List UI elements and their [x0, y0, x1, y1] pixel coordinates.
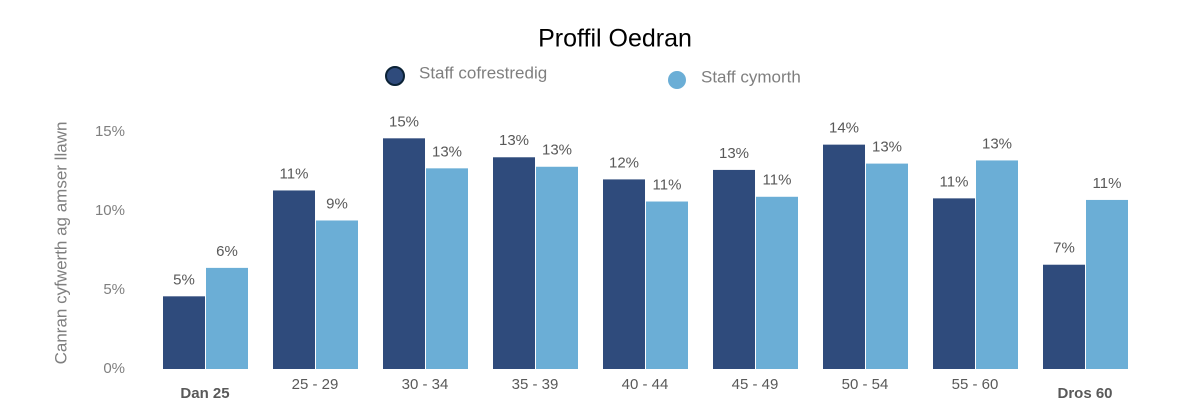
x-tick-label: 30 - 34 — [402, 376, 449, 393]
bar — [756, 196, 798, 369]
value-label: 15% — [389, 113, 419, 130]
value-label: 11% — [763, 172, 792, 189]
chart-title: Proffil Oedran — [538, 25, 692, 53]
bar — [823, 144, 865, 369]
value-label: 13% — [719, 145, 749, 162]
legend-marker — [668, 71, 686, 89]
bar — [426, 168, 468, 369]
x-tick-label: 40 - 44 — [622, 376, 669, 393]
value-label: 9% — [326, 195, 348, 212]
x-tick-label: 25 - 29 — [292, 376, 339, 393]
bar — [206, 267, 248, 369]
bar — [976, 160, 1018, 369]
bar — [273, 190, 315, 369]
value-label: 12% — [609, 154, 639, 171]
value-label: 11% — [280, 165, 309, 182]
value-label: 11% — [940, 173, 969, 190]
y-axis-title: Canran cyfwerth ag amser llawn — [51, 122, 70, 365]
value-label: 13% — [499, 132, 529, 149]
x-tick-label: 50 - 54 — [842, 376, 889, 393]
bar — [603, 179, 645, 369]
value-label: 13% — [982, 135, 1012, 152]
bar — [1086, 199, 1128, 369]
legend-label: Staff cymorth — [701, 67, 801, 86]
x-tick-label: 35 - 39 — [512, 376, 559, 393]
value-label: 13% — [432, 143, 462, 160]
y-tick-label: 10% — [95, 202, 125, 219]
bar — [866, 163, 908, 369]
bar — [383, 138, 425, 369]
bar — [316, 220, 358, 369]
bar — [536, 166, 578, 369]
value-label: 13% — [542, 142, 572, 159]
value-label: 14% — [829, 120, 859, 137]
y-tick-label: 5% — [103, 281, 125, 298]
legend-marker — [385, 66, 405, 86]
value-label: 13% — [872, 139, 902, 156]
value-label: 5% — [173, 271, 195, 288]
y-tick-label: 15% — [95, 123, 125, 140]
x-tick-label: 45 - 49 — [732, 376, 779, 393]
value-label: 6% — [216, 243, 238, 260]
bar — [933, 198, 975, 369]
value-label: 11% — [653, 176, 682, 193]
x-tick-label: Dan 25 — [180, 385, 229, 402]
value-label: 11% — [1093, 175, 1122, 192]
bar — [713, 169, 755, 369]
value-label: 7% — [1053, 240, 1075, 257]
bar — [493, 157, 535, 369]
bar — [1043, 264, 1085, 369]
x-tick-label: Dros 60 — [1057, 385, 1112, 402]
y-tick-label: 0% — [103, 360, 125, 377]
legend-label: Staff cofrestredig — [419, 63, 547, 82]
bar — [163, 296, 205, 369]
x-tick-label: 55 - 60 — [952, 376, 999, 393]
bar — [646, 201, 688, 369]
